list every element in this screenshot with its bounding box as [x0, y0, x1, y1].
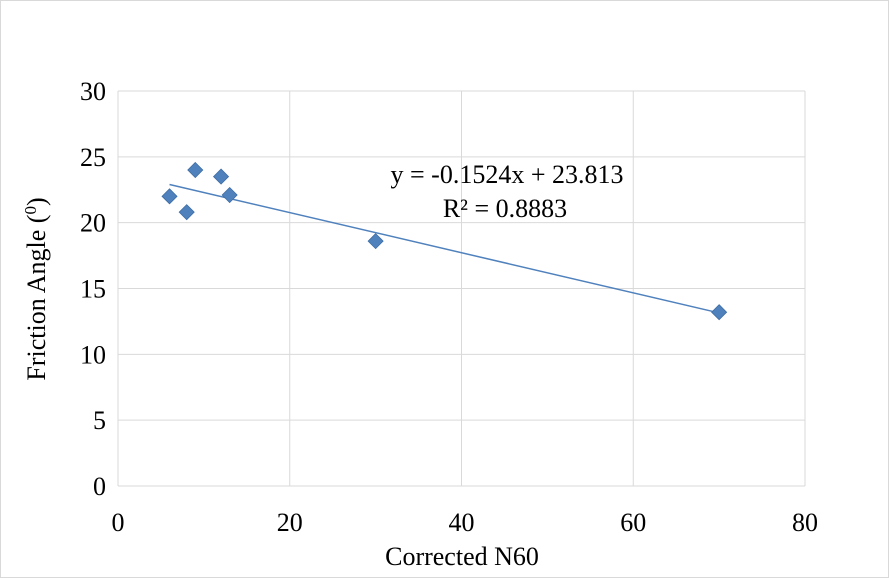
x-tick-label: 20 [277, 508, 303, 537]
data-point [212, 168, 230, 185]
y-tick-label: 20 [80, 209, 106, 238]
x-tick-label: 40 [449, 508, 475, 537]
data-point [178, 204, 195, 221]
data-point [161, 188, 178, 205]
data-point [221, 186, 238, 204]
data-point [711, 304, 728, 321]
y-axis-title-suffix: ) [22, 197, 51, 206]
y-axis-title: Friction Angle (0) [21, 197, 51, 380]
data-point [367, 233, 384, 250]
x-tick-label: 0 [112, 508, 125, 537]
trendline [169, 183, 720, 314]
trendline-group [169, 183, 720, 314]
y-axis-tick-labels: 0 5 10 15 20 25 30 [80, 77, 106, 501]
trendline-r-squared: R² = 0.8883 [443, 194, 567, 223]
y-axis-title-superscript: 0 [21, 206, 40, 215]
x-axis-title: Corrected N60 [385, 542, 539, 571]
y-tick-label: 0 [93, 472, 106, 501]
y-tick-label: 25 [80, 143, 106, 172]
y-tick-label: 5 [93, 406, 106, 435]
data-point [187, 161, 204, 179]
trendline-equation: y = -0.1524x + 23.813 [391, 160, 624, 189]
y-tick-label: 10 [80, 340, 106, 369]
x-tick-label: 60 [620, 508, 646, 537]
gridlines [117, 90, 806, 487]
y-axis-title-main: Friction Angle ( [22, 215, 51, 381]
x-tick-label: 80 [792, 508, 818, 537]
y-tick-label: 30 [80, 77, 106, 106]
x-axis-tick-labels: 0 20 40 60 80 [112, 508, 819, 537]
y-tick-label: 15 [80, 275, 106, 304]
data-points [161, 161, 728, 321]
